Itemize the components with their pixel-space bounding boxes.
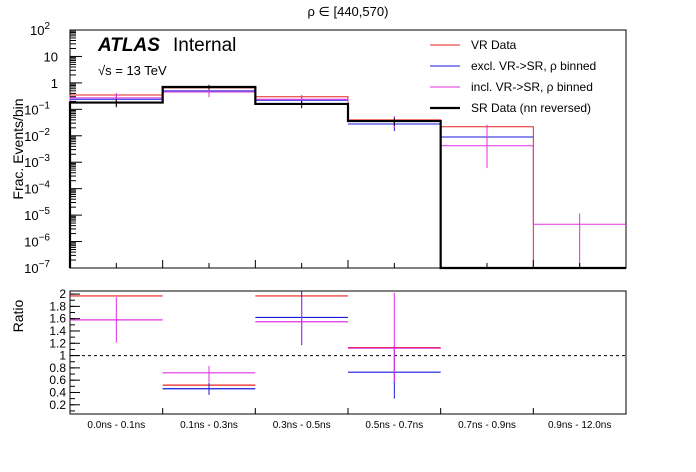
ratio-x-category-label: 0.7ns - 0.9ns	[458, 420, 516, 431]
tick-base: 10	[24, 102, 38, 117]
atlas-label: ATLAS	[97, 35, 160, 56]
ratio-plot-content	[70, 291, 626, 399]
legend-entry: SR Data (nn reversed)	[471, 101, 591, 115]
tick-exponent: −2	[39, 127, 51, 138]
top-y-tick-label: 10−7	[24, 259, 50, 276]
ratio-x-category-label: 0.0ns - 0.1ns	[87, 420, 145, 431]
ratio-x-category-label: 0.5ns - 0.7ns	[365, 420, 423, 431]
ratio-y-axis-label: Ratio	[10, 299, 26, 332]
ratio-y-tick-label: 0.2	[49, 398, 66, 412]
tick-exponent: −6	[39, 233, 51, 244]
top-y-axis-label: Frac. Events/bin	[10, 98, 26, 199]
energy-label: √s = 13 TeV	[98, 63, 167, 78]
tick-base: 10	[24, 235, 38, 250]
series-sr-data-nn-reversed-	[68, 84, 626, 270]
ratio-plot-frame	[69, 290, 627, 415]
tick-base: 10	[30, 23, 44, 38]
top-y-tick-label: 10−1	[24, 100, 50, 117]
legend-entry: incl. VR->SR, ρ binned	[471, 80, 593, 94]
top-y-tick-label: 10−3	[24, 153, 50, 170]
ratio-y-tick-label: 0.6	[49, 373, 66, 387]
legend-entry: excl. VR->SR, ρ binned	[471, 59, 596, 73]
legend: VR Data excl. VR->SR, ρ binned incl. VR->S…	[430, 38, 596, 115]
legend-entry: VR Data	[471, 38, 517, 52]
ratio-panel: 0.20.40.60.811.21.41.61.82 0.0ns - 0.1ns…	[10, 287, 627, 431]
top-y-tick-label: 1	[51, 76, 58, 91]
tick-base: 10	[24, 182, 38, 197]
top-y-tick-label: 10−6	[24, 233, 50, 250]
tick-exponent: −1	[39, 100, 51, 111]
chart-title: ρ ∈ [440,570)	[308, 4, 389, 19]
ratio-x-category-label: 0.9ns - 12.0ns	[548, 420, 611, 431]
top-y-tick-label: 10	[44, 49, 58, 64]
ratio-y-tick-label: 0.4	[49, 385, 66, 399]
top-y-tick-label: 10−2	[24, 127, 50, 144]
ratio-y-tick-label: 1	[59, 349, 66, 363]
tick-exponent: −5	[39, 206, 51, 217]
tick-exponent: −4	[39, 180, 51, 191]
ratio-y-tick-label: 1.2	[49, 336, 66, 350]
ratio-y-axis: 0.20.40.60.811.21.41.61.82	[49, 287, 80, 412]
top-plot-content	[68, 84, 626, 270]
tick-base: 10	[24, 129, 38, 144]
tick-exponent: 2	[44, 21, 50, 32]
ratio-y-tick-label: 1.4	[49, 324, 66, 338]
top-y-tick-label: 102	[30, 21, 50, 38]
top-y-tick-label: 10−5	[24, 206, 50, 223]
tick-exponent: −3	[39, 153, 51, 164]
atlas-internal-label: Internal	[173, 35, 236, 56]
ratio-y-tick-label: 0.8	[49, 361, 66, 375]
tick-base: 10	[24, 261, 38, 276]
ratio-x-axis: 0.0ns - 0.1ns 0.1ns - 0.3ns 0.3ns - 0.5ns 0…	[69, 408, 627, 431]
ratio-y-tick-label: 2	[59, 287, 66, 301]
tick-base: 10	[24, 208, 38, 223]
top-y-tick-label: 10−4	[24, 180, 50, 197]
tick-exponent: −7	[39, 259, 51, 270]
tick-base: 10	[24, 155, 38, 170]
top-x-axis	[69, 260, 627, 268]
ratio-y-tick-label: 1.8	[49, 299, 66, 313]
ratio-x-category-label: 0.3ns - 0.5ns	[273, 420, 331, 431]
ratio-x-category-label: 0.1ns - 0.3ns	[180, 420, 238, 431]
ratio-y-tick-label: 1.6	[49, 312, 66, 326]
ratio-series-incl-vr-sr-binned	[70, 292, 441, 383]
